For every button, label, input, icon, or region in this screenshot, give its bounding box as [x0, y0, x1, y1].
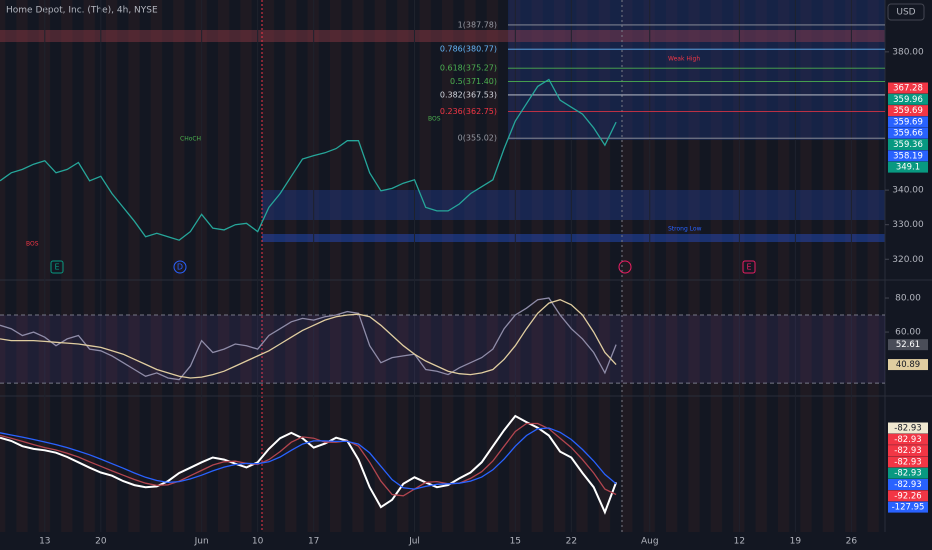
value-label-bg	[888, 479, 928, 490]
supply-zone	[0, 30, 885, 42]
fib-label: 0.5(371.40)	[450, 77, 497, 86]
price-label-bg	[888, 93, 928, 105]
demand-zone	[262, 234, 885, 242]
earnings-icon[interactable]	[50, 260, 64, 274]
x-tick-label: Aug	[641, 537, 659, 547]
x-tick-label: 19	[790, 537, 802, 547]
fib-label: 0(355.02)	[458, 134, 497, 143]
price-label: 367.28	[893, 84, 923, 94]
fib-label: 0.786(380.77)	[440, 45, 497, 54]
x-tick-label: 17	[308, 537, 319, 547]
split-icon[interactable]	[618, 260, 632, 274]
annotation: Strong Low	[668, 226, 702, 233]
dividend-marker[interactable]: D	[177, 263, 183, 272]
value-label-bg	[888, 490, 928, 502]
demand-zone	[262, 190, 885, 220]
series-line	[0, 422, 617, 497]
series-line	[0, 427, 617, 490]
value-label: -82.93	[894, 480, 921, 490]
earnings-icon[interactable]	[742, 260, 756, 274]
value-label-bg	[888, 422, 928, 434]
fib-label: 0.236(362.75)	[440, 107, 497, 116]
x-tick-label: 12	[734, 537, 745, 547]
x-tick-label: 26	[846, 537, 858, 547]
value-label: -82.93	[894, 435, 921, 445]
value-label: -82.93	[894, 446, 921, 456]
fib-label: 0.382(367.53)	[440, 90, 497, 99]
last-value-label: 52.61	[896, 340, 920, 350]
price-label-bg	[888, 150, 928, 162]
x-tick-label: 15	[510, 537, 521, 547]
time-axis	[0, 532, 932, 550]
annotation: BOS	[428, 116, 441, 123]
currency[interactable]: USD	[896, 8, 915, 18]
last-value-label: 40.89	[896, 360, 920, 370]
last-value-bg	[888, 339, 928, 351]
fib-label: 0.618(375.27)	[440, 64, 497, 73]
x-tick-label: 22	[566, 537, 577, 547]
price-label: 359.96	[893, 95, 923, 105]
annotation: BOS	[26, 241, 39, 248]
annotation: Weak High	[668, 56, 700, 63]
price-label-bg	[888, 161, 928, 173]
price-label-bg	[888, 116, 928, 128]
session-background	[0, 0, 885, 532]
value-label: -82.93	[894, 469, 921, 479]
value-label: -82.93	[894, 457, 921, 467]
value-label-bg	[888, 433, 928, 445]
fib-label: 1(387.78)	[458, 20, 497, 29]
value-label-bg	[888, 467, 928, 479]
earnings-marker[interactable]: E	[54, 263, 59, 272]
price-label-bg	[888, 105, 928, 117]
price-label: 349.1	[896, 163, 920, 173]
last-value-bg	[888, 359, 928, 371]
y-tick-label: 320.00	[892, 255, 924, 265]
rsi-band	[0, 315, 885, 384]
chart-title: Home Depot, Inc. (The), 4h, NYSE	[6, 6, 158, 16]
x-tick-label: 10	[252, 537, 264, 547]
series-line	[0, 297, 617, 381]
y-tick-label: 380.00	[892, 47, 924, 57]
price-label: 359.36	[893, 140, 923, 150]
price-label: 359.69	[893, 106, 923, 116]
value-label-bg	[888, 445, 928, 457]
price-label: 358.19	[893, 151, 923, 161]
price-label-bg	[888, 139, 928, 150]
x-tick-label: 20	[95, 537, 107, 547]
series-line	[0, 299, 617, 379]
dividend-icon[interactable]	[173, 260, 187, 274]
value-label-bg	[888, 501, 928, 513]
series-line	[0, 78, 617, 241]
x-tick-label: Jun	[194, 537, 209, 547]
earnings-marker[interactable]: E	[746, 263, 751, 272]
price-label: 359.69	[893, 117, 923, 127]
y-tick-label: 80.00	[895, 294, 921, 304]
price-label-bg	[888, 127, 928, 139]
x-tick-label: Jul	[408, 537, 420, 547]
y-tick-label: 340.00	[892, 186, 924, 196]
price-label: 359.66	[893, 129, 923, 139]
x-tick-label: 13	[39, 537, 50, 547]
value-label: -82.93	[894, 424, 921, 434]
currency-button[interactable]	[887, 3, 925, 21]
price-label-bg	[888, 82, 928, 94]
value-label: -92.26	[894, 491, 921, 501]
value-label: -127.95	[892, 503, 925, 513]
y-tick-label: 330.00	[892, 220, 924, 230]
value-label-bg	[888, 456, 928, 468]
y-tick-label: 60.00	[895, 328, 921, 338]
annotation: CHoCH	[180, 136, 201, 143]
fib-zone	[508, 0, 885, 140]
